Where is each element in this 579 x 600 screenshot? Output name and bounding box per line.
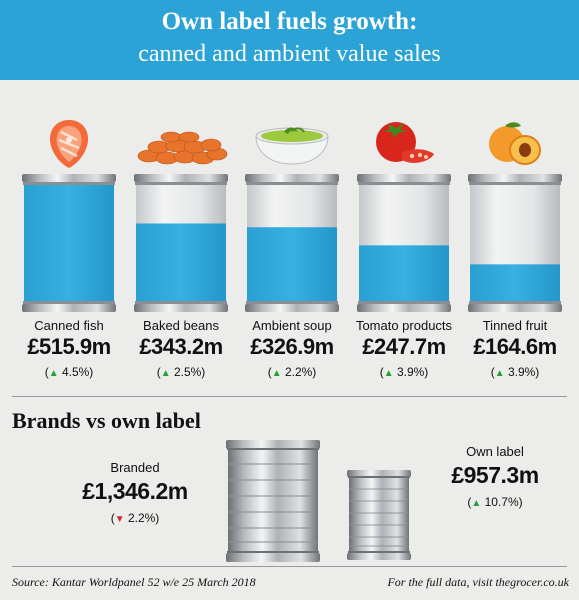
- soup-bowl-icon: [255, 127, 329, 165]
- up-arrow-icon: ▲: [383, 368, 394, 379]
- branded-label: Branded: [110, 460, 160, 475]
- category-value: £515.9m: [27, 334, 111, 359]
- can-bar: [245, 174, 339, 312]
- can-bar: [22, 174, 116, 312]
- baked-beans-icon: [137, 131, 228, 165]
- source-note: Source: Kantar Worldpanel 52 w/e 25 Marc…: [12, 575, 256, 589]
- own-label-label: Own label: [466, 444, 524, 459]
- own-label-value: £957.3m: [451, 462, 539, 488]
- category-change: (▲ 2.2%): [267, 365, 317, 379]
- category-label: Canned fish: [34, 318, 104, 333]
- can-bar: [134, 174, 228, 312]
- change-value: 3.9%: [507, 365, 536, 379]
- up-arrow-icon: ▲: [48, 368, 59, 379]
- bar-fill-0: [24, 184, 114, 302]
- category-value: £247.7m: [362, 334, 446, 359]
- bar-fill-4: [470, 264, 560, 302]
- category-change: (▲ 3.9%): [379, 365, 429, 379]
- up-arrow-icon: ▲: [271, 368, 282, 379]
- page-subtitle: canned and ambient value sales: [138, 41, 441, 67]
- branded-value: £1,346.2m: [82, 478, 188, 504]
- category-value: £164.6m: [473, 334, 557, 359]
- change-value: 4.5%: [61, 365, 90, 379]
- bar-fill-3: [359, 245, 449, 302]
- tomato-icon: [376, 122, 434, 163]
- branded-can: [226, 440, 320, 562]
- category-value: £343.2m: [139, 334, 223, 359]
- change-value: 3.9%: [396, 365, 425, 379]
- up-arrow-icon: ▲: [160, 368, 171, 379]
- section-title: Brands vs own label: [12, 408, 201, 433]
- can-bar: [468, 174, 562, 312]
- branded-change: (▼ 2.2%): [110, 511, 160, 525]
- page-title: Own label fuels growth:: [161, 8, 418, 35]
- own-label-can: [347, 470, 411, 560]
- change-value: 2.5%: [173, 365, 202, 379]
- divider: [12, 396, 567, 397]
- own-label-change: (▲ 10.7%): [467, 495, 523, 509]
- own-label-change-value: 10.7%: [484, 495, 519, 509]
- up-arrow-icon: ▲: [494, 368, 505, 379]
- category-change: (▲ 4.5%): [44, 365, 94, 379]
- salmon-steak-icon: [49, 120, 89, 168]
- category-change: (▲ 2.5%): [156, 365, 206, 379]
- bar-fill-2: [247, 227, 337, 302]
- up-arrow-icon: ▲: [471, 498, 482, 509]
- peach-icon: [489, 122, 541, 165]
- full-data-link[interactable]: For the full data, visit thegrocer.co.uk: [387, 575, 569, 589]
- bar-fill-1: [136, 223, 226, 302]
- category-label: Tinned fruit: [482, 318, 548, 333]
- can-bar: [357, 174, 451, 312]
- category-value: £326.9m: [250, 334, 334, 359]
- branded-change-value: 2.2%: [127, 511, 156, 525]
- category-label: Ambient soup: [252, 318, 332, 333]
- change-value: 2.2%: [284, 365, 313, 379]
- category-change: (▲ 3.9%): [490, 365, 540, 379]
- category-label: Tomato products: [355, 318, 453, 333]
- header-banner: Own label fuels growth: canned and ambie…: [0, 0, 579, 80]
- category-label: Baked beans: [143, 318, 219, 333]
- divider: [12, 566, 567, 567]
- down-arrow-icon: ▼: [114, 514, 125, 525]
